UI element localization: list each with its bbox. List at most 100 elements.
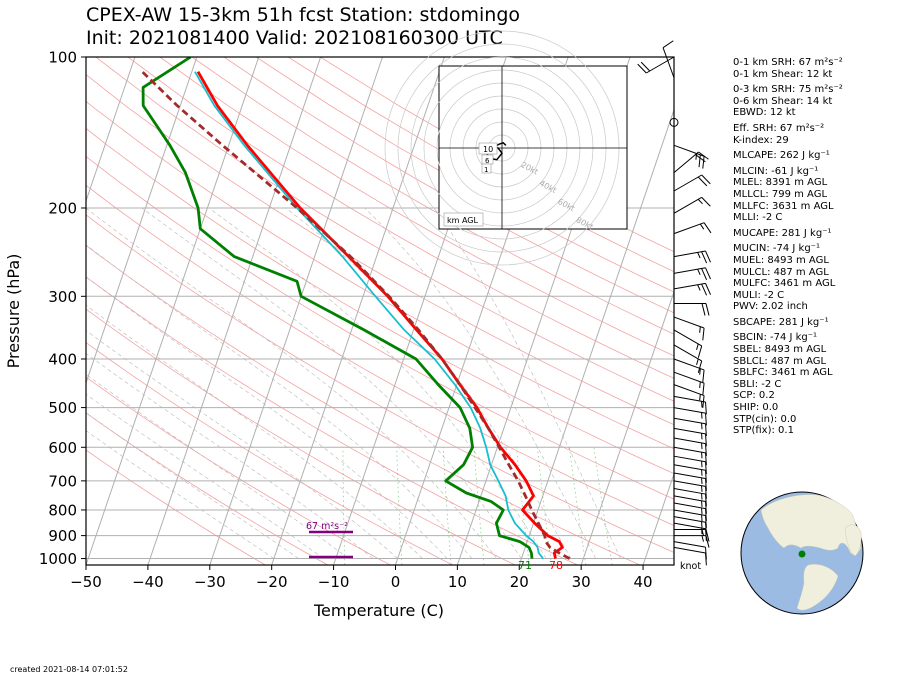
hodograph-height-label-1: 1 — [484, 166, 488, 174]
y-axis-ticks: 100 200 300 400 500 600 700 800 900 1000 — [39, 49, 86, 568]
isotherm — [580, 290, 674, 565]
index-pwv: PWV: 2.02 inch — [733, 301, 808, 313]
index-mllfc: MLLFC: 3631 m AGL — [733, 200, 834, 212]
wind-barb — [673, 222, 712, 235]
plot-frame — [85, 56, 675, 566]
x-tick-label: −10 — [318, 573, 350, 591]
moist-adiabat — [86, 412, 299, 559]
dry-adiabat — [86, 100, 674, 450]
index-shear-01: 0-1 km Shear: 12 kt — [733, 68, 833, 80]
dry-adiabat — [287, 57, 674, 273]
wind-barb — [662, 40, 675, 78]
index-mlel: MLEL: 8391 m AGL — [733, 177, 828, 189]
dry-adiabat — [86, 449, 267, 565]
globe-north-america — [760, 494, 862, 555]
dry-adiabat — [86, 308, 516, 565]
wind-barb — [673, 144, 705, 169]
isotherm — [642, 472, 674, 565]
isotherm — [86, 57, 260, 565]
dry-adiabat — [86, 276, 579, 565]
dry-adiabat — [191, 57, 674, 335]
wind-barb — [673, 427, 707, 447]
parcel-line — [141, 70, 571, 560]
x-tick-label: 30 — [572, 573, 591, 591]
index-mlcin: MLCIN: -61 J kg⁻¹ — [733, 165, 819, 177]
index-sbcin: SBCIN: -74 J kg⁻¹ — [733, 332, 818, 344]
x-tick-label: −20 — [256, 573, 288, 591]
y-tick-label: 500 — [48, 399, 77, 417]
mixing-ratio-line — [536, 447, 552, 565]
y-tick-label: 600 — [48, 439, 77, 457]
index-mucape: MUCAPE: 281 J kg⁻¹ — [733, 227, 832, 239]
wind-barb — [673, 384, 705, 408]
wind-barb — [673, 371, 705, 396]
dry-adiabat — [86, 342, 454, 565]
y-tick-label: 200 — [48, 199, 77, 217]
inset-globe-map — [740, 491, 864, 615]
index-sbcape: SBCAPE: 281 J kg⁻¹ — [733, 316, 829, 328]
wind-barb — [673, 250, 712, 264]
hodograph-label-box-10 — [478, 142, 498, 155]
y-tick-label: 100 — [48, 49, 77, 67]
x-tick-label: −30 — [194, 573, 226, 591]
x-tick-label: 40 — [634, 573, 653, 591]
index-muli: MULI: -2 C — [733, 289, 785, 301]
indices-panel: 0-1 km SRH: 67 m²s⁻² 0-1 km Shear: 12 kt… — [733, 57, 843, 437]
profile-lines — [141, 57, 571, 560]
wind-barb — [673, 464, 707, 483]
x-tick-label: −50 — [70, 573, 102, 591]
globe-europe-africa-edge — [844, 524, 862, 557]
hodograph-label-box-1 — [481, 163, 492, 174]
wind-barb — [673, 282, 712, 296]
wind-barb — [673, 472, 707, 491]
wind-barb — [673, 437, 707, 456]
wind-barb — [673, 344, 703, 373]
mixing-ratio-line — [593, 447, 613, 565]
dry-adiabat — [86, 412, 329, 565]
wind-barb — [673, 546, 707, 566]
wind-barb — [673, 267, 712, 280]
index-mlcape: MLCAPE: 262 J kg⁻¹ — [733, 150, 830, 162]
index-ebwd: EBWD: 12 kt — [733, 107, 796, 119]
wind-barb — [673, 495, 707, 514]
x-tick-label: −40 — [132, 573, 164, 591]
wind-barb — [673, 488, 707, 507]
wind-barb — [673, 174, 711, 192]
dry-adiabat — [86, 244, 641, 565]
wind-barb — [673, 316, 705, 341]
index-sblfc: SBLFC: 3461 m AGL — [733, 367, 833, 379]
index-stp-fix: STP(fix): 0.1 — [733, 425, 794, 437]
moist-adiabat — [86, 276, 448, 559]
x-axis-ticks: −50 −40 −30 −20 −10 0 10 20 30 40 — [70, 565, 653, 591]
y-tick-label: 1000 — [39, 550, 77, 568]
moist-adiabat — [141, 207, 522, 559]
index-mlli: MLLI: -2 C — [733, 212, 783, 224]
dry-adiabat — [95, 57, 674, 402]
dry-adiabat — [223, 57, 674, 314]
srh-bar-label: 67 m²s⁻² — [306, 521, 348, 532]
wind-barb — [673, 358, 705, 383]
chart-title-line-1: CPEX-AW 15-3km 51h fcst Station: stdomin… — [86, 4, 521, 26]
isotherm — [271, 57, 445, 565]
y-tick-label: 900 — [48, 527, 77, 545]
wind-barb — [674, 302, 710, 316]
wind-barb — [673, 395, 707, 415]
index-ship: SHIP: 0.0 — [733, 402, 779, 414]
hodograph-height-label-6: 6 — [485, 157, 490, 165]
chart-title-line-2: Init: 2021081400 Valid: 202108160300 UTC — [86, 27, 503, 49]
wind-barb — [673, 329, 703, 358]
moist-adiabat — [86, 374, 349, 559]
wind-barb — [673, 151, 709, 173]
wind-barb — [673, 196, 711, 214]
station-marker — [798, 550, 806, 558]
x-axis-label: Temperature (C) — [313, 601, 444, 620]
y-tick-label: 700 — [48, 472, 77, 490]
index-stp-cin: STP(cin): 0.0 — [733, 413, 797, 425]
dry-adiabat — [86, 184, 674, 526]
index-srh-03: 0-3 km SRH: 75 m²s⁻² — [733, 84, 843, 96]
created-timestamp: created 2021-08-14 07:01:52 — [10, 665, 128, 674]
wet-bulb-line — [194, 71, 544, 560]
index-sbel: SBEL: 8493 m AGL — [733, 344, 827, 356]
